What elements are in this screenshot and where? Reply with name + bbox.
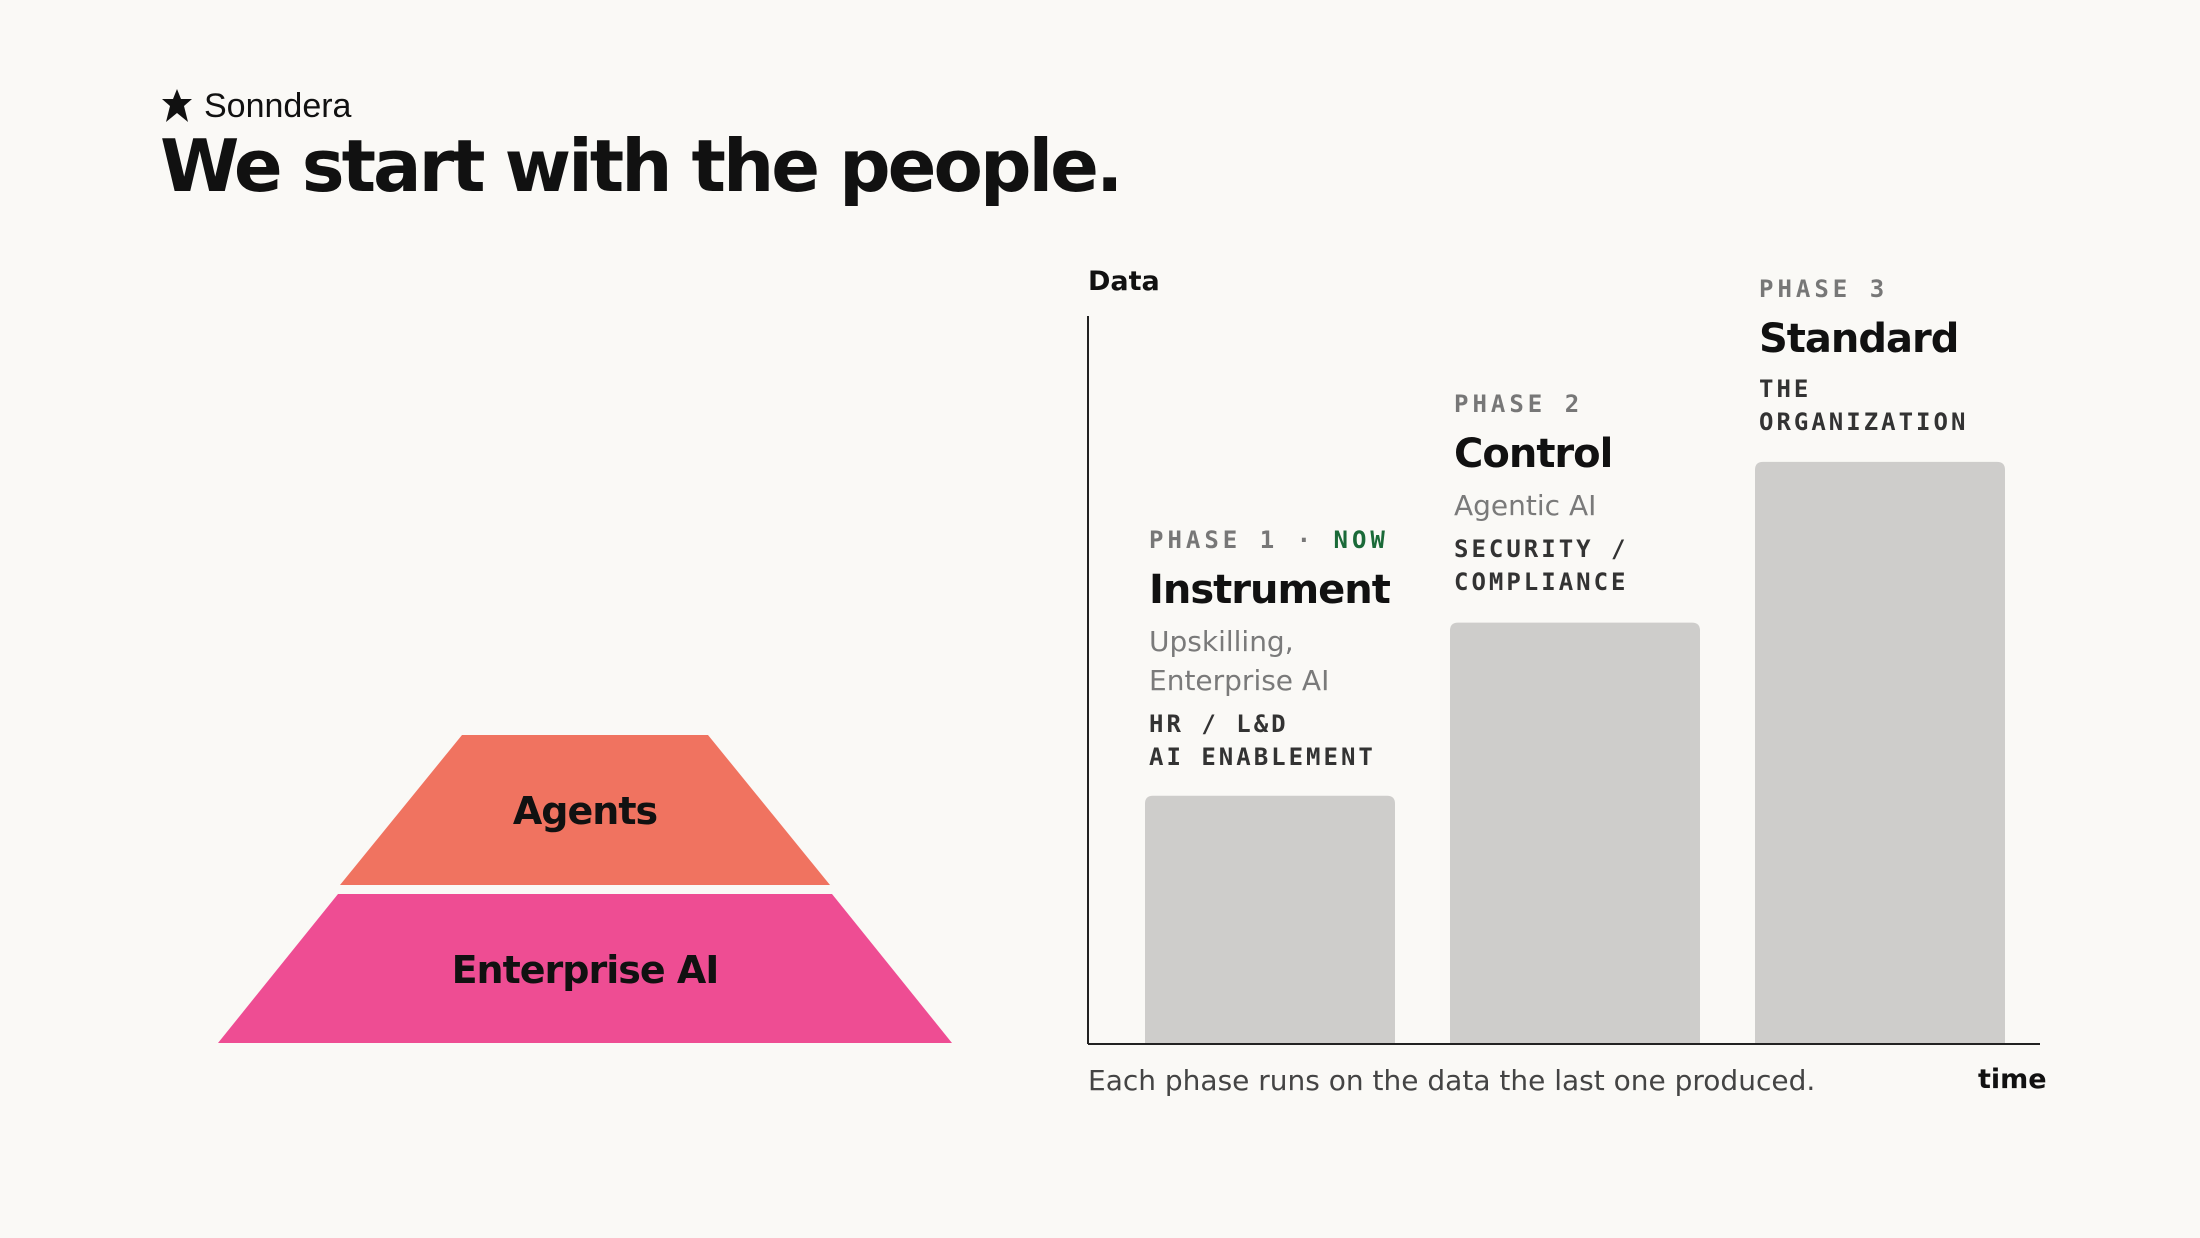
y-axis-label: Data [1088,266,1160,297]
phase-1-label: PHASE 1 · NOW [1149,526,1389,554]
phase-2-label: PHASE 2 [1454,390,1584,418]
phase-bar-3 [1755,461,2005,1044]
phase-bar-2 [1450,622,1700,1043]
phase-1-block: PHASE 1 · NOW Instrument Upskilling, Ent… [1149,526,1391,774]
phase-1-subtitle: Upskilling, Enterprise AI [1149,625,1330,697]
pyramid-diagram: Agents Enterprise AI [218,735,952,1043]
phase-3-owner: THE ORGANIZATION [1759,375,1969,436]
phase-2-block: PHASE 2 Control Agentic AI SECURITY / CO… [1454,390,1629,599]
phase-3-name: Standard [1759,316,1959,362]
brand-name: Sonndera [204,86,352,125]
chart-caption: Each phase runs on the data the last one… [1088,1064,1816,1097]
pyramid-layer-agents [340,735,830,885]
phase-2-subtitle: Agentic AI [1454,489,1597,522]
phase-2-owner: SECURITY / COMPLIANCE [1454,535,1629,596]
phase-status-now: NOW [1333,526,1389,554]
phase-1-name: Instrument [1149,567,1391,613]
phase-2-name: Control [1454,431,1613,477]
brand: Sonndera [160,86,351,126]
x-axis-label: time [1978,1064,2047,1095]
phase-3-label: PHASE 3 [1759,275,1889,303]
phase-3-block: PHASE 3 Standard THE ORGANIZATION [1759,275,1968,439]
pyramid-label-agents: Agents [513,789,657,833]
phase-1-owner: HR / L&D AI ENABLEMENT [1149,710,1376,771]
phase-bar-1 [1145,795,1395,1043]
pyramid-layer-enterprise-ai [218,894,952,1043]
asterisk-figure-icon [162,89,192,122]
page-title: We start with the people. [160,124,1123,208]
pyramid-label-enterprise-ai: Enterprise AI [452,948,719,992]
